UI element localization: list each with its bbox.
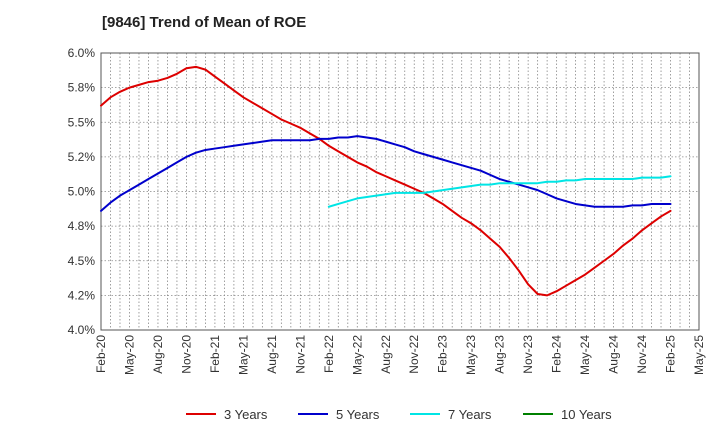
x-tick-label: Aug-22 (379, 335, 393, 374)
legend-label-3-years: 3 Years (224, 407, 268, 422)
x-tick-label: May-24 (578, 335, 592, 375)
legend-label-7-years: 7 Years (448, 407, 492, 422)
x-tick-label: Nov-23 (521, 335, 535, 374)
y-tick-label: 4.8% (68, 219, 96, 233)
x-tick-label: Feb-25 (664, 335, 678, 373)
series-line-7-years (327, 175, 672, 208)
legend-label-10-years: 10 Years (561, 407, 612, 422)
x-tick-label: Aug-20 (151, 335, 165, 374)
y-tick-label: 5.8% (68, 81, 96, 95)
x-tick-label: May-21 (236, 335, 250, 375)
x-tick-label: Feb-21 (208, 335, 222, 373)
x-tick-label: May-23 (464, 335, 478, 375)
x-tick-label: May-20 (122, 335, 136, 375)
y-tick-label: 4.5% (68, 254, 96, 268)
series-line-3-years (100, 65, 672, 297)
x-tick-label: Nov-21 (293, 335, 307, 374)
x-tick-label: Nov-24 (635, 335, 649, 374)
x-tick-label: Aug-21 (265, 335, 279, 374)
y-tick-label: 4.0% (68, 323, 96, 337)
y-tick-label: 5.2% (68, 150, 96, 164)
series-line-5-years (100, 135, 672, 212)
x-tick-label: Feb-23 (436, 335, 450, 373)
y-tick-label: 4.2% (68, 288, 96, 302)
x-tick-label: Aug-23 (493, 335, 507, 374)
x-tick-label: May-25 (692, 335, 706, 375)
y-tick-label: 5.5% (68, 115, 96, 129)
plot-frame (100, 52, 700, 331)
x-tick-label: Nov-20 (179, 335, 193, 374)
x-tick-label: May-22 (350, 335, 364, 375)
chart-title: [9846] Trend of Mean of ROE (102, 14, 307, 31)
y-tick-label: 6.0% (68, 46, 96, 60)
x-tick-label: Nov-22 (407, 335, 421, 374)
x-tick-label: Aug-24 (607, 335, 621, 374)
y-tick-label: 5.0% (68, 185, 96, 199)
x-tick-label: Feb-22 (322, 335, 336, 373)
x-tick-label: Feb-24 (550, 335, 564, 373)
legend-label-5-years: 5 Years (336, 407, 380, 422)
x-tick-label: Feb-20 (94, 335, 108, 373)
